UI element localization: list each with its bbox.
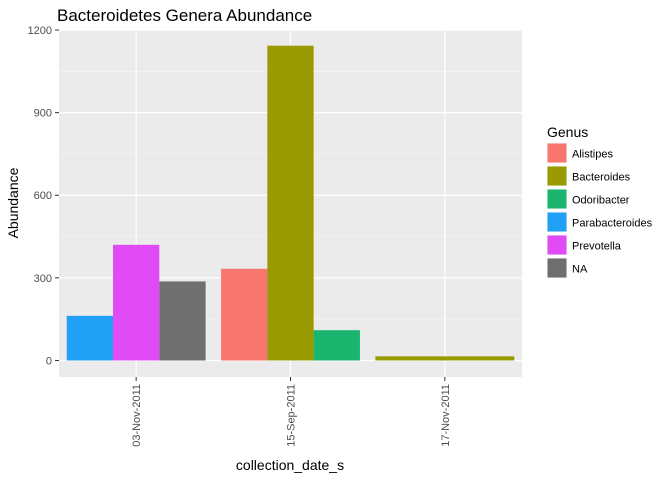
bar-bacteroides xyxy=(267,45,314,361)
bar-alistipes xyxy=(221,268,268,361)
legend-label: Odoribacter xyxy=(572,195,630,207)
bar-parabacteroides xyxy=(66,315,114,361)
y-axis-title: Abundance xyxy=(5,167,21,238)
legend-swatch-odoribacter xyxy=(547,189,567,209)
legend-swatch-alistipes xyxy=(547,143,567,163)
x-tick-label: 17-Nov-2011 xyxy=(440,384,452,447)
chart-title: Bacteroidetes Genera Abundance xyxy=(57,6,312,25)
legend-label: Prevotella xyxy=(572,241,622,253)
bar-odoribacter xyxy=(313,330,360,361)
x-axis-title: collection_date_s xyxy=(236,457,344,473)
legend: Genus Alistipes Bacteroides Odoribacter Par… xyxy=(547,124,653,278)
legend-label: Alistipes xyxy=(572,149,613,161)
y-axis: 0 300 600 900 1200 xyxy=(28,25,59,367)
y-tick-label: 600 xyxy=(34,190,52,202)
y-tick-label: 300 xyxy=(34,273,52,285)
bar-bacteroides xyxy=(375,356,515,361)
bar-prevotella xyxy=(113,244,160,361)
legend-label: Parabacteroides xyxy=(572,218,653,230)
x-tick-label: 15-Sep-2011 xyxy=(286,384,298,447)
x-tick-label: 03-Nov-2011 xyxy=(131,384,143,447)
legend-label: Bacteroides xyxy=(572,172,631,184)
legend-label: NA xyxy=(572,264,588,276)
y-tick-label: 1200 xyxy=(28,25,52,37)
bars xyxy=(66,45,515,361)
x-axis: 03-Nov-2011 15-Sep-2011 17-Nov-2011 xyxy=(131,377,452,447)
legend-swatch-prevotella xyxy=(547,235,567,255)
legend-swatch-na xyxy=(547,258,567,278)
legend-swatch-parabacteroides xyxy=(547,212,567,232)
bar-na xyxy=(159,281,206,361)
y-tick-label: 0 xyxy=(46,355,52,367)
y-tick-label: 900 xyxy=(34,108,52,120)
legend-title: Genus xyxy=(547,124,588,140)
legend-swatch-bacteroides xyxy=(547,166,567,186)
